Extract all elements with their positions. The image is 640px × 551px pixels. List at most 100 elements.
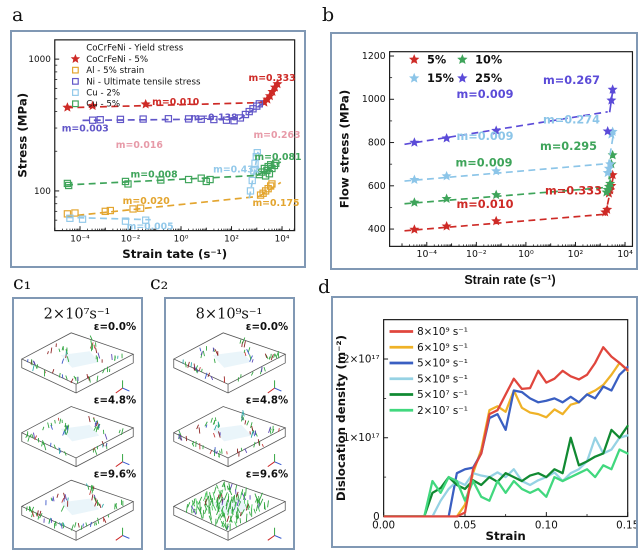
svg-text:10⁻²: 10⁻² [121, 234, 140, 244]
x-axis-label: Strain [485, 529, 525, 543]
legend-label: CoCrFeNi - Yield stress [86, 44, 184, 54]
svg-text:1000: 1000 [28, 55, 51, 65]
strain-label: ε=9.6% [246, 469, 288, 480]
svg-text:m=0.010: m=0.010 [456, 198, 513, 211]
strain-label: ε=9.6% [94, 469, 136, 480]
axis-triad-icon [115, 527, 130, 541]
svg-text:m=0.009: m=0.009 [456, 130, 513, 143]
svg-text:m=0.016: m=0.016 [116, 140, 163, 151]
svg-text:10⁻²: 10⁻² [466, 249, 487, 260]
panel-label-a: a [12, 4, 24, 26]
series-d-3 [383, 434, 629, 518]
slope-annotations: m=0.010 m=0.333 m=0.138 m=0.003 m=0.263 m=0.0… [62, 73, 302, 232]
strain-label: ε=0.0% [94, 322, 136, 333]
axes-ticks: 0.00 0.05 0.10 0.15 0 1×10¹⁷ 2×10¹⁷ [343, 353, 636, 531]
svg-text:10⁻⁴: 10⁻⁴ [417, 249, 438, 260]
legend-label: Ni - Ultimate tensile stress [86, 77, 201, 87]
fault-patch [60, 424, 100, 442]
axis-triad-icon [267, 454, 282, 468]
panel-c2-svg: 8×10⁹s⁻¹ε=0.0% ε=4.8% ε=9.6% [172, 306, 288, 541]
y-axis-label: Dislocation density (m⁻²) [334, 335, 348, 501]
legend-label: Cu - 5% [86, 100, 120, 110]
md-snapshot-1 [20, 332, 135, 394]
fault-patch [212, 351, 252, 368]
series-a-5 [63, 159, 282, 190]
svg-text:100: 100 [34, 187, 51, 197]
svg-text:m=0.274: m=0.274 [543, 113, 600, 126]
series-d-0 [383, 346, 629, 518]
legend-label: CoCrFeNi - 5% [86, 55, 148, 65]
strain-rate-title: 8×10⁹s⁻¹ [196, 306, 263, 322]
svg-text:m=0.009: m=0.009 [456, 88, 513, 101]
svg-text:0: 0 [373, 511, 380, 523]
panel-a-stress-vs-strain-rate-chart: 10⁻⁴ 10⁻² 10⁰ 10² 10⁴ 100 1000 Strain tate (s⁻¹… [10, 30, 306, 268]
series-b-2 [404, 126, 618, 184]
y-axis-label: Stress (MPa) [15, 93, 29, 178]
svg-text:1×10¹⁷: 1×10¹⁷ [343, 432, 380, 444]
series-d-4 [383, 424, 629, 518]
svg-text:10⁻⁴: 10⁻⁴ [70, 234, 90, 244]
md-snapshot-1 [172, 332, 287, 394]
svg-text:m=0.333: m=0.333 [545, 184, 602, 197]
panel-c1-md-snapshots: 2×10⁷s⁻¹ ε=0.0% ε=4.8% ε=9.6% [12, 297, 143, 550]
legend-label: 5×10⁷ s⁻¹ [417, 389, 468, 401]
svg-text:m=0.263: m=0.263 [253, 130, 300, 141]
panel-c2-md-snapshots: 8×10⁹s⁻¹ ε=0.0% ε=4.8% ε=9.6% [164, 297, 295, 550]
panel-b-x-axis-label: Strain rate (s⁻¹) [464, 273, 556, 287]
svg-text:m=0.295: m=0.295 [540, 140, 597, 153]
svg-text:1200: 1200 [362, 51, 386, 62]
panel-b-flow-stress-chart: 10⁻⁴ 10⁻² 10⁰ 10² 10⁴ 400 600 800 1000 1200 Flow s… [330, 32, 638, 270]
svg-text:m=0.009: m=0.009 [456, 157, 513, 170]
plot-frame [54, 39, 296, 232]
axis-triad-icon [267, 527, 282, 541]
legend-label: 8×10⁹ s⁻¹ [417, 326, 468, 338]
panel-c1-svg: 2×10⁷s⁻¹ε=0.0% ε=4.8% ε=9.6% [20, 306, 136, 541]
chart-b-svg: 10⁻⁴ 10⁻² 10⁰ 10² 10⁴ 400 600 800 1000 1200 Flow s… [337, 51, 634, 260]
md-snapshot-3 [20, 479, 135, 541]
svg-text:0.10: 0.10 [535, 519, 558, 531]
svg-text:10⁴: 10⁴ [275, 234, 290, 244]
svg-text:2×10¹⁷: 2×10¹⁷ [343, 353, 380, 365]
svg-text:m=0.008: m=0.008 [131, 170, 178, 181]
panel-label-c2: c₂ [150, 272, 169, 294]
panel-label-c1: c₁ [13, 272, 32, 294]
legend-label: Cu - 2% [86, 89, 120, 99]
legend-label: Al - 5% strain [86, 66, 144, 76]
panel-d-dislocation-density-chart: 0.00 0.05 0.10 0.15 0 1×10¹⁷ 2×10¹⁷ Strain Dislo… [331, 296, 638, 548]
legend-label: 5% [427, 53, 446, 66]
fault-patch [60, 351, 100, 368]
legend-label: 6×10⁹ s⁻¹ [417, 342, 468, 354]
strain-label: ε=0.0% [246, 322, 288, 333]
svg-text:0.15: 0.15 [616, 519, 636, 531]
svg-text:m=0.003: m=0.003 [62, 123, 109, 134]
legend-label: 5×10⁸ s⁻¹ [417, 373, 468, 385]
svg-text:m=0.081: m=0.081 [254, 152, 301, 163]
legend-label: 25% [475, 72, 502, 85]
svg-text:10⁰: 10⁰ [174, 234, 189, 244]
svg-text:m=0.267: m=0.267 [543, 74, 600, 87]
svg-text:600: 600 [368, 181, 386, 192]
svg-text:400: 400 [368, 224, 386, 235]
svg-text:m=0.020: m=0.020 [123, 196, 171, 207]
plot-frame [389, 51, 634, 247]
svg-text:m=0.138: m=0.138 [191, 112, 238, 123]
chart-a-svg: 10⁻⁴ 10⁻² 10⁰ 10² 10⁴ 100 1000 Strain tate (s⁻¹… [15, 39, 302, 261]
legend-label: 15% [427, 72, 454, 85]
md-snapshot-3 [172, 479, 287, 541]
line-series-group [383, 346, 629, 518]
panel-label-b: b [322, 4, 335, 26]
legend-label: 5×10⁹ s⁻¹ [417, 358, 468, 370]
legend: 5% 10% 15% 25% [409, 53, 502, 85]
svg-text:10⁰: 10⁰ [518, 249, 534, 260]
svg-text:m=0.333: m=0.333 [249, 73, 296, 84]
svg-text:10⁴: 10⁴ [617, 249, 633, 260]
fault-patch [60, 498, 100, 516]
chart-d-svg: 0.00 0.05 0.10 0.15 0 1×10¹⁷ 2×10¹⁷ Strain Dislo… [334, 319, 636, 543]
legend-label: 2×10⁷ s⁻¹ [417, 405, 468, 417]
axis-triad-icon [267, 380, 282, 394]
svg-text:m=0.175: m=0.175 [252, 198, 299, 209]
strain-label: ε=4.8% [246, 396, 288, 407]
md-snapshot-2 [172, 406, 287, 468]
